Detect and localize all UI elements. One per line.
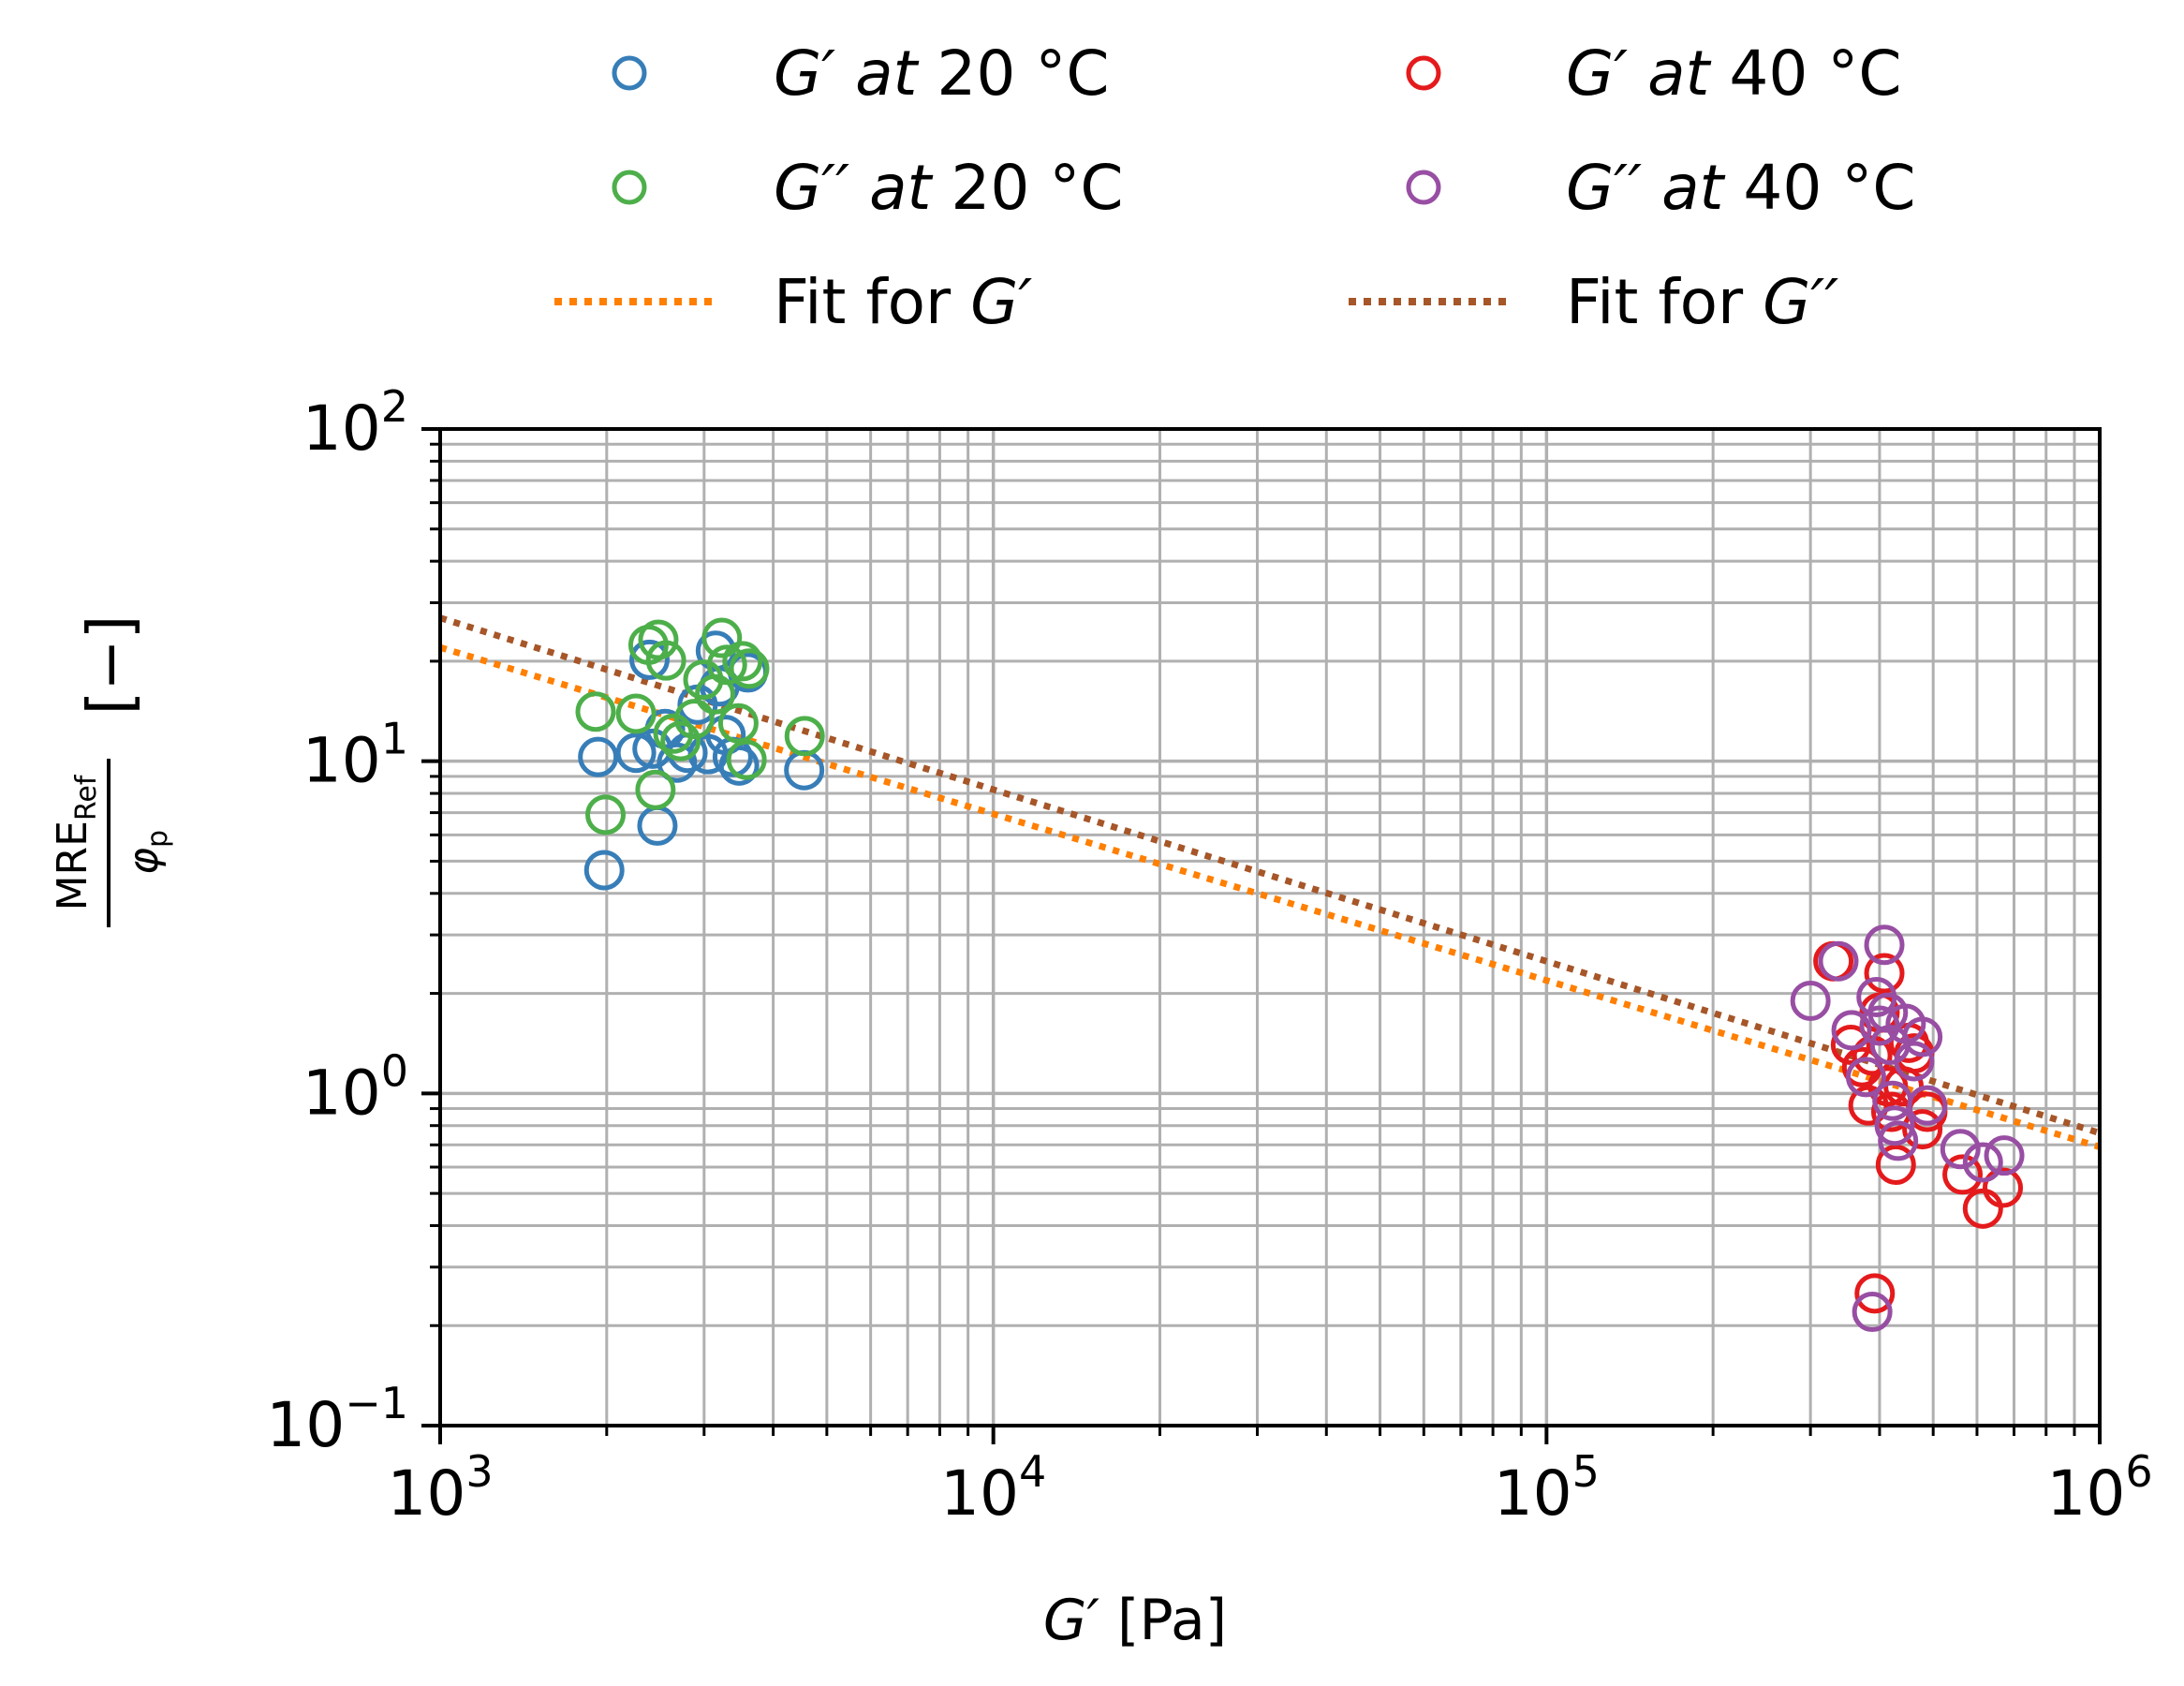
fit-lines: [438, 614, 2102, 1150]
x-axis-label: G′ [Pa]: [1043, 1588, 1227, 1653]
point-g2-40c: [1907, 1085, 1948, 1126]
point-g2-40c: [1852, 1292, 1893, 1333]
y-tick-label: 102: [303, 381, 408, 465]
y-axis-denominator-main: φ: [120, 848, 168, 875]
point-g2-20c: [653, 713, 694, 754]
point-g2-20c: [722, 641, 763, 682]
axes-frame: [438, 427, 2102, 1427]
point-g2-20c: [615, 693, 657, 734]
point-g2-20c: [706, 644, 747, 686]
legend-marker-g1-40: [1406, 55, 1441, 91]
point-g2-20c: [645, 640, 686, 681]
y-axis-denominator-sub: p: [141, 830, 174, 848]
x-axis-unit: [Pa]: [1099, 1588, 1227, 1653]
point-g2-20c: [575, 691, 616, 732]
data-points: [575, 617, 2025, 1333]
point-g1-20c: [629, 639, 671, 680]
fit-line-g2: [438, 614, 2102, 1136]
legend-entry-g2-20: G′′ at 20 °C: [612, 152, 1123, 224]
x-tick-label: 105: [1494, 1446, 1600, 1530]
point-g1-20c: [615, 732, 657, 774]
plot-frame: [438, 427, 2102, 1427]
point-g2-20c: [635, 769, 676, 810]
point-g1-40c: [1830, 1025, 1871, 1066]
point-g2-20c: [729, 648, 770, 689]
point-g2-40c: [1984, 1135, 2025, 1176]
legend-entry-fit-g2: Fit for G′′: [1349, 266, 1838, 338]
point-g2-40c: [1818, 940, 1859, 982]
legend-entry-g2-40: G′′ at 40 °C: [1406, 152, 1915, 224]
axis-ticks: [421, 427, 2102, 1444]
point-g1-40c: [1875, 1144, 1916, 1185]
point-g1-20c: [583, 850, 625, 891]
point-g2-40c: [1962, 1142, 2003, 1183]
y-tick-label: 100: [303, 1045, 408, 1129]
legend: G′ at 20 °C G′′ at 20 °C Fit for G′ G′ a…: [554, 37, 1915, 338]
x-axis-symbol: G′: [1043, 1588, 1099, 1653]
y-axis-numerator: MRERef: [49, 774, 103, 910]
point-g1-40c: [1854, 1273, 1896, 1314]
minor-gridlines: [440, 429, 2100, 1426]
legend-marker-g2-40: [1406, 170, 1441, 205]
legend-label-g2-20: G′′ at 20 °C: [774, 152, 1123, 224]
point-g2-40c: [1874, 1105, 1915, 1146]
point-g2-20c: [585, 794, 627, 836]
legend-entry-g1-20: G′ at 20 °C: [612, 37, 1109, 110]
legend-marker-g1-20: [612, 55, 647, 91]
point-g1-20c: [578, 736, 619, 777]
major-gridlines: [438, 427, 2102, 1427]
legend-label-g1-40: G′ at 40 °C: [1566, 37, 1901, 110]
point-g1-40c: [1942, 1154, 1984, 1195]
y-axis-denominator: φp: [120, 830, 174, 875]
legend-label-g1-20: G′ at 20 °C: [774, 37, 1109, 110]
legend-label-g2-40: G′′ at 40 °C: [1566, 152, 1915, 224]
y-tick-label: 101: [303, 714, 408, 797]
legend-entry-fit-g1: Fit for G′: [554, 266, 1032, 338]
point-g1-40c: [1902, 1109, 1943, 1150]
x-tick-label: 104: [940, 1446, 1046, 1530]
y-axis-unit: [−]: [74, 615, 146, 716]
point-g1-20c: [718, 745, 760, 786]
y-axis-label: MRERef φp [−]: [49, 615, 174, 927]
legend-label-fit-g2: Fit for G′′: [1566, 266, 1838, 338]
tick-labels: 103 104 105 106 10−1 100 101 102: [266, 381, 2152, 1530]
legend-marker-g2-20: [612, 170, 647, 205]
point-g1-40c: [1983, 1167, 2024, 1208]
point-g2-20c: [784, 716, 825, 757]
y-axis-numerator-main: MRE: [49, 821, 96, 910]
point-g2-40c: [1940, 1129, 1981, 1170]
x-tick-label: 103: [387, 1446, 493, 1530]
point-g2-40c: [1902, 1016, 1943, 1057]
point-g2-40c: [1831, 1010, 1872, 1051]
point-g2-20c: [701, 617, 743, 658]
x-tick-label: 106: [2046, 1446, 2152, 1530]
point-g2-20c: [726, 739, 767, 780]
legend-label-fit-g1: Fit for G′: [774, 266, 1032, 338]
legend-entry-g1-40: G′ at 40 °C: [1406, 37, 1901, 110]
point-g2-40c: [1878, 1120, 1919, 1161]
y-axis-numerator-sub: Ref: [70, 774, 103, 821]
point-g1-40c: [1962, 1188, 2003, 1229]
point-g1-40c: [1864, 953, 1905, 994]
point-g2-40c: [1864, 924, 1905, 966]
point-g2-20c: [673, 699, 715, 740]
point-g2-20c: [717, 702, 759, 744]
point-g2-40c: [1894, 1041, 1935, 1082]
point-g2-20c: [660, 720, 701, 762]
point-g2-40c: [1845, 1057, 1886, 1098]
point-g2-20c: [638, 619, 679, 660]
y-tick-label: 10−1: [266, 1378, 408, 1461]
point-g2-40c: [1790, 980, 1831, 1021]
